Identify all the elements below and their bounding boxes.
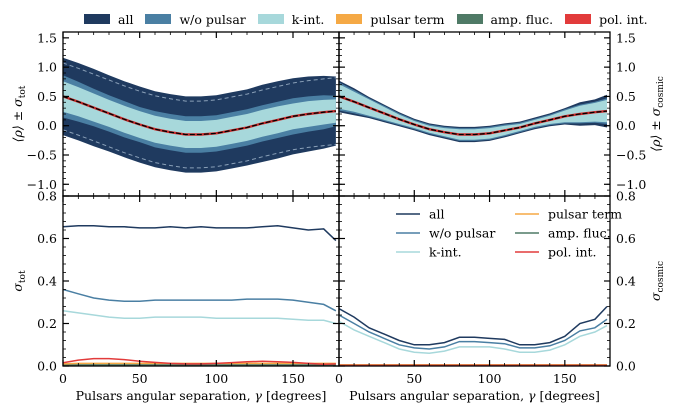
x-tick-label: 50 [132,371,148,386]
legend-label: pol. int. [599,11,648,27]
legend-label: amp. fluc. [490,11,554,27]
y-tick-label: 1.0 [616,60,636,75]
y-tick-label: 0.0 [37,118,57,133]
inner-legend-item-pulsar_term: pulsar term [515,207,622,222]
legend-swatch [257,14,284,24]
dashed-reference-lower [63,129,336,169]
y-tick-label: 0.0 [616,118,636,133]
x-tick-label: 100 [204,371,228,386]
y-tick-label: −1.0 [616,177,646,192]
y-tick-label: 0.2 [616,316,636,331]
y-tick-label: 1.5 [37,30,57,45]
inner-legend-item-k_int: k-int. [396,245,462,260]
y-tick-label: −1.0 [27,177,57,192]
y-tick-label: −0.5 [27,148,57,163]
x-tick-label: 150 [553,371,577,386]
y-tick-label: 0.6 [37,231,57,246]
inner-legend-item-amp_fluc: amp. fluc. [515,226,611,241]
band-all [63,57,336,173]
legend-swatch [336,14,363,24]
inner-legend-item-pol_int: pol. int. [515,245,597,260]
x-tick-label: 0 [59,371,67,386]
y-tick-label: 0.4 [616,274,636,289]
y-tick-label: 0.4 [37,274,57,289]
legend-swatch [145,14,172,24]
line-k_int [339,320,608,355]
legend-label: pulsar term [370,11,445,27]
inner-legend-label: k-int. [429,245,462,260]
x-tick-label: 50 [406,371,422,386]
x-axis-label: Pulsars angular separation, γ [degrees] [76,388,327,403]
y-axis-label: ⟨ρ⟩ ± σtot [10,85,28,142]
x-tick-label: 150 [281,371,305,386]
dashed-reference-upper [63,62,336,102]
panel-frame [62,195,340,367]
y-axis-label: σcosmic [648,261,666,301]
y-axis-label: σtot [10,270,28,292]
x-axis-label: Pulsars angular separation, γ [degrees] [349,388,600,403]
mean-curve [63,95,336,136]
band-k_int [63,81,336,148]
line-wo_pulsar [63,288,337,312]
legend-swatch [565,14,592,24]
legend-item-k_int: k-int. [257,11,325,27]
panel-bottom-left: 0.0 0.2 0.4 0.6 0.8 0 50 100 150 Pulsars angular … [10,189,340,403]
inner-legend-label: w/o pulsar [429,226,495,241]
y-tick-label: −0.5 [616,148,646,163]
y-tick-label: 0.5 [37,89,57,104]
line-k_int [63,310,337,325]
inner-legend-item-all: all [396,207,444,222]
band-k_int [339,84,607,140]
inner-legend-label: amp. fluc. [548,226,611,241]
y-tick-label: 0.2 [37,316,57,331]
legend-item-pol_int: pol. int. [565,12,648,27]
y-axis-label: ⟨ρ⟩ ± σcosmic [648,76,666,152]
y-tick-label: 0.0 [616,359,636,374]
y-tick-label: 1.0 [37,60,57,75]
legend-item-pulsar_term: pulsar term [336,11,445,27]
inner-legend-item-wo_pulsar: w/o pulsar [396,226,495,241]
y-tick-label: 0.8 [616,189,636,204]
y-tick-label: 0.6 [616,231,636,246]
panel-bottom-right: 0.0 0.2 0.4 0.6 0.8 0 50 100 150 Pulsars angular … [335,189,666,404]
mean-curve [339,95,608,136]
legend-label: all [118,11,134,27]
line-wo_pulsar [339,314,608,350]
legend-item-wo_pulsar: w/o pulsar [145,11,246,27]
top-legend: all w/o pulsar k-int. pulsar term amp. fluc.… [84,9,660,29]
inner-legend-label: all [429,207,444,222]
y-tick-label: 0.5 [616,89,636,104]
band-wo_pulsar [339,82,607,141]
legend-swatch [84,14,110,24]
line-all [63,225,337,242]
y-tick-label: 1.5 [616,30,636,45]
inner-legend: all w/o pulsar k-int. pulsar term amp. fluc.… [396,207,622,260]
panel-top-right: −1.0 −0.5 0.0 0.5 1.0 1.5 ⟨ρ⟩ ± σcosmic [338,30,666,197]
inner-legend-label: pol. int. [548,245,597,260]
line-all [339,305,608,346]
inner-legend-label: pulsar term [548,207,622,222]
legend-item-all: all [84,12,133,27]
legend-item-amp_fluc: amp. fluc. [456,11,554,27]
legend-label: w/o pulsar [179,11,246,27]
x-tick-label: 100 [478,371,502,386]
y-tick-label: 0.0 [37,359,57,374]
legend-label: k-int. [291,11,325,27]
y-tick-label: 0.8 [37,189,57,204]
panel-top-left: −1.0 −0.5 0.0 0.5 1.0 1.5 ⟨ρ⟩ ± σtot [10,30,340,197]
x-tick-label: 0 [335,371,343,386]
legend-swatch [456,14,483,24]
